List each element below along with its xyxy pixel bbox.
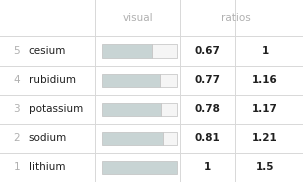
Bar [152, 44, 177, 58]
Text: 1.21: 1.21 [252, 133, 278, 143]
Text: 2: 2 [13, 133, 20, 143]
Bar [102, 161, 177, 174]
Bar [160, 74, 177, 87]
Bar [161, 103, 177, 116]
Bar [102, 132, 163, 145]
Text: 1: 1 [261, 46, 269, 56]
Text: 1: 1 [204, 163, 211, 172]
Bar [102, 103, 161, 116]
Text: visual: visual [122, 13, 153, 23]
Text: 0.67: 0.67 [195, 46, 221, 56]
Text: cesium: cesium [29, 46, 66, 56]
Text: 1.5: 1.5 [256, 163, 275, 172]
Text: lithium: lithium [29, 163, 65, 172]
Text: 4: 4 [13, 75, 20, 85]
Text: 0.81: 0.81 [195, 133, 220, 143]
Text: sodium: sodium [29, 133, 67, 143]
Bar [163, 132, 177, 145]
Text: 1.17: 1.17 [252, 104, 278, 114]
Bar [102, 74, 160, 87]
Text: 0.78: 0.78 [195, 104, 221, 114]
Text: 1: 1 [13, 163, 20, 172]
Text: rubidium: rubidium [29, 75, 76, 85]
Text: 5: 5 [13, 46, 20, 56]
Text: 1.16: 1.16 [252, 75, 278, 85]
Text: 0.77: 0.77 [195, 75, 221, 85]
Bar [102, 44, 152, 58]
Text: ratios: ratios [221, 13, 251, 23]
Text: 3: 3 [13, 104, 20, 114]
Text: potassium: potassium [29, 104, 83, 114]
